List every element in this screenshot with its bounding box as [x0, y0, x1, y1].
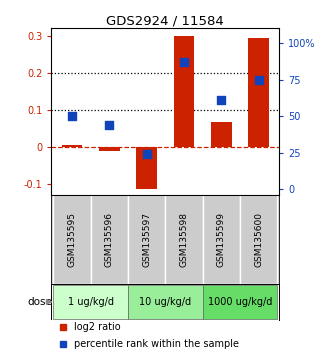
Point [181, 59, 187, 65]
Text: dose: dose [27, 297, 52, 307]
Text: GSM135600: GSM135600 [254, 212, 263, 267]
Bar [62, 145, 82, 147]
Point [107, 122, 112, 128]
Point [144, 152, 149, 157]
Bar [99, 147, 119, 151]
Text: GSM135595: GSM135595 [67, 212, 76, 267]
Bar [211, 122, 232, 147]
FancyBboxPatch shape [128, 285, 203, 319]
Point [219, 97, 224, 103]
Text: percentile rank within the sample: percentile rank within the sample [74, 339, 239, 349]
FancyBboxPatch shape [53, 195, 91, 284]
Text: GSM135599: GSM135599 [217, 212, 226, 267]
FancyBboxPatch shape [240, 195, 277, 284]
Text: 1000 ug/kg/d: 1000 ug/kg/d [208, 297, 272, 307]
Text: GSM135598: GSM135598 [179, 212, 188, 267]
FancyBboxPatch shape [203, 195, 240, 284]
Title: GDS2924 / 11584: GDS2924 / 11584 [107, 14, 224, 27]
FancyBboxPatch shape [91, 195, 128, 284]
Text: GSM135597: GSM135597 [142, 212, 151, 267]
Text: log2 ratio: log2 ratio [74, 322, 121, 332]
FancyBboxPatch shape [165, 195, 203, 284]
Text: 10 ug/kg/d: 10 ug/kg/d [139, 297, 191, 307]
Point [69, 113, 74, 119]
Text: GSM135596: GSM135596 [105, 212, 114, 267]
Bar [174, 36, 194, 147]
FancyBboxPatch shape [53, 285, 128, 319]
FancyBboxPatch shape [128, 195, 165, 284]
Text: 1 ug/kg/d: 1 ug/kg/d [68, 297, 114, 307]
FancyBboxPatch shape [203, 285, 277, 319]
Bar [248, 38, 269, 147]
Point [256, 77, 261, 82]
Bar [136, 147, 157, 189]
